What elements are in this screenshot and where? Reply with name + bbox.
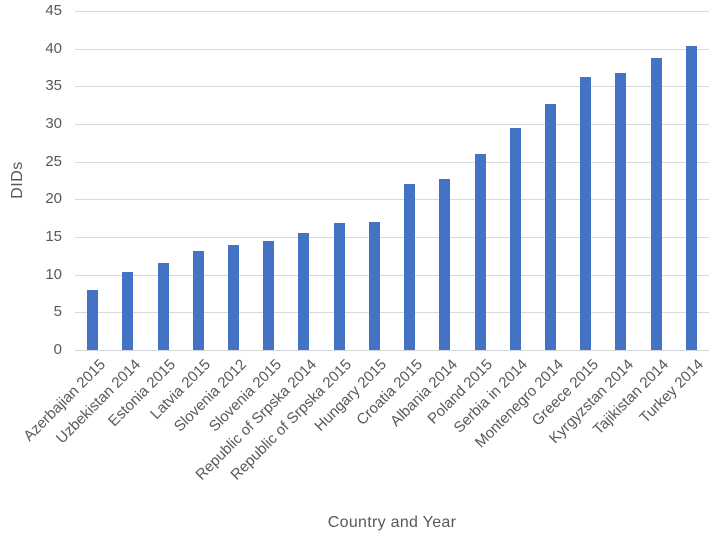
- bar: [228, 244, 239, 350]
- bar: [580, 77, 592, 350]
- bar: [404, 184, 416, 350]
- gridline: [75, 274, 709, 276]
- bar: [650, 58, 662, 350]
- y-tick-label: 5: [53, 303, 62, 321]
- gridline: [75, 124, 709, 125]
- gridline: [75, 161, 709, 163]
- bar: [615, 72, 627, 350]
- gridline: [75, 48, 709, 50]
- gridline: [75, 199, 709, 201]
- bar: [685, 46, 697, 350]
- y-tick-label: 40: [45, 39, 62, 57]
- y-tick-label: 0: [53, 341, 62, 358]
- bar: [439, 178, 451, 350]
- bar: [122, 272, 134, 350]
- bar: [545, 104, 556, 350]
- gridline: [75, 86, 709, 88]
- y-tick-label: 45: [45, 2, 62, 19]
- bar: [474, 154, 486, 350]
- gridline: [75, 11, 709, 12]
- y-tick-label: 15: [45, 228, 62, 245]
- x-axis-line: [75, 350, 709, 351]
- bar: [509, 127, 521, 350]
- gridline: [75, 237, 709, 238]
- y-tick-label: 25: [45, 152, 62, 170]
- y-tick-label: 10: [45, 265, 62, 283]
- bar: [298, 233, 310, 350]
- y-tick-label: 30: [45, 115, 62, 132]
- gridline: [75, 312, 709, 314]
- y-tick-label: 35: [45, 77, 62, 95]
- plot-area: [75, 11, 709, 351]
- x-axis-title: Country and Year: [327, 514, 457, 531]
- bar: [87, 289, 99, 350]
- y-tick-label: 20: [45, 190, 62, 208]
- bar: [157, 263, 169, 350]
- bar: [333, 223, 345, 350]
- bar: [368, 221, 380, 350]
- bar: [192, 250, 204, 350]
- bar: [263, 240, 275, 350]
